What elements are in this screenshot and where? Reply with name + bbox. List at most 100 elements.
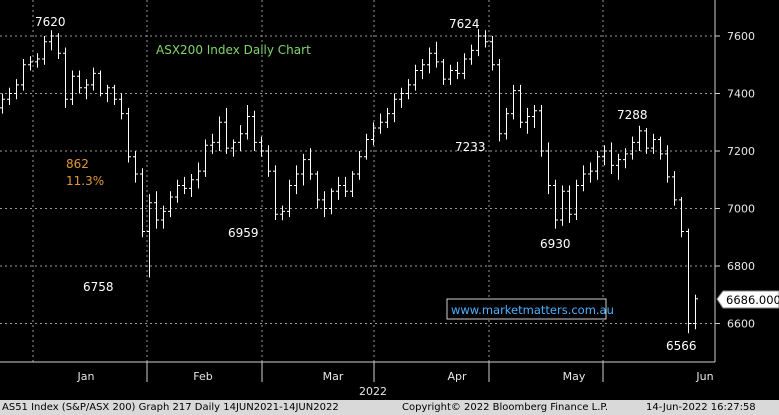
ohlc-bar [588,162,593,183]
x-tick-label: Jun [695,370,713,383]
footer-right: 14-Jun-2022 16:27:58 [646,402,756,413]
ohlc-bar [266,145,271,177]
annotations: 7620 7624 7288 7233 6758 6959 6930 6566 [35,15,697,353]
ohlc-bar [427,47,432,74]
ohlc-bar [371,122,376,146]
ohlc-bar [35,53,40,68]
y-tick-label: 7400 [727,88,755,101]
y-tick-label: 7000 [727,203,755,216]
ohlc-bar [154,191,159,229]
ohlc-bar [658,136,663,160]
ohlc-bar [420,59,425,80]
annotation-label: 7624 [449,17,480,31]
annotation-label: 6758 [83,280,114,294]
ohlc-bar [609,142,614,174]
chart-title: ASX200 Index Daily Chart [156,43,311,57]
annotation-label: 6959 [228,226,259,240]
ohlc-bar [245,105,250,140]
ohlc-bar [49,30,54,51]
ohlc-bar [224,107,229,154]
ohlc-bar [161,205,166,229]
footer-center: Copyright© 2022 Bloomberg Finance L.P. [402,402,609,413]
ohlc-bar [483,30,488,48]
ohlc-bar [77,70,82,94]
x-tick-label: Feb [193,370,212,383]
gridlines [0,0,715,362]
ohlc-bar [196,162,201,189]
ohlc-bar [126,107,131,163]
ohlc-bar [476,29,481,57]
ohlc-bar [504,107,509,140]
ohlc-bar [14,79,19,100]
ohlc-bar [623,148,628,169]
ohlc-bar [322,191,327,218]
y-tick-label: 7200 [727,145,755,158]
callout-points: 862 [66,157,89,171]
ohlc-bar [364,133,369,160]
ohlc-bar [595,151,600,180]
ohlc-bar [308,148,313,180]
ohlc-bar [497,59,502,142]
ohlc-bar [119,93,124,120]
ohlc-bar [560,185,565,226]
ohlc-bar [7,87,12,105]
ohlc-bar [287,179,292,218]
ohlc-bar [665,145,670,183]
annotation-label: 6930 [540,237,571,251]
y-tick-label: 6800 [727,260,755,273]
ohlc-bar [210,133,215,154]
annotation-label: 7233 [455,140,486,154]
watermark-box [446,298,607,320]
ohlc-bar [343,176,348,197]
annotation-label: 6566 [666,339,697,353]
ohlc-bar [399,87,404,108]
x-tick-label: May [563,370,586,383]
ohlc-bar [182,176,187,195]
ohlc-bar [189,174,194,197]
ohlc-bar [672,171,677,206]
year-label: 2022 [359,385,387,398]
ohlc-bar [693,294,698,330]
ohlc-bar [259,136,264,157]
ohlc-bar [385,107,390,128]
last-value-flag: 6686.000 [716,290,779,309]
ohlc-bar [21,59,26,91]
ohlc-bar [147,194,152,278]
ohlc-bar [581,165,586,192]
y-tick-label: 6600 [727,318,755,331]
ohlc-bar [238,125,243,151]
ohlc-bar [686,228,691,334]
ohlc-bar [112,84,117,105]
ohlc-bar [525,107,530,134]
ohlc-bar [105,84,110,103]
ohlc-bar [518,84,523,128]
ohlc-bar [273,165,278,220]
ohlc-bar [567,185,572,223]
ohlc-bar [42,36,47,65]
ohlc-bar [0,93,5,114]
ohlc-bar [553,179,558,229]
ohlc-bar [315,171,320,209]
ohlc-bar [602,145,607,166]
annotation-label: 7620 [35,15,66,29]
ohlc-bar [406,79,411,100]
ohlc-bar [84,79,89,100]
ohlc-bar [336,176,341,200]
ohlc-bar [203,139,208,177]
ohlc-bar [378,113,383,134]
x-tick-label: Jan [77,370,95,383]
ohlc-bar [294,165,299,195]
ohlc-bar [133,151,138,183]
ohlc-bar [231,139,236,157]
ohlc-bar [175,179,180,203]
month-dividers [146,362,604,382]
footer-bar: AS51 Index (S&P/ASX 200) Graph 217 Daily… [0,400,779,415]
ohlc-bar [441,59,446,85]
ohlc-bar [462,53,467,80]
y-tick-labels: 6600 6800 7000 7200 7400 7600 [715,30,755,331]
ohlc-bar [511,84,516,120]
ohlc-bar [252,110,257,151]
ohlc-bar [301,153,306,186]
